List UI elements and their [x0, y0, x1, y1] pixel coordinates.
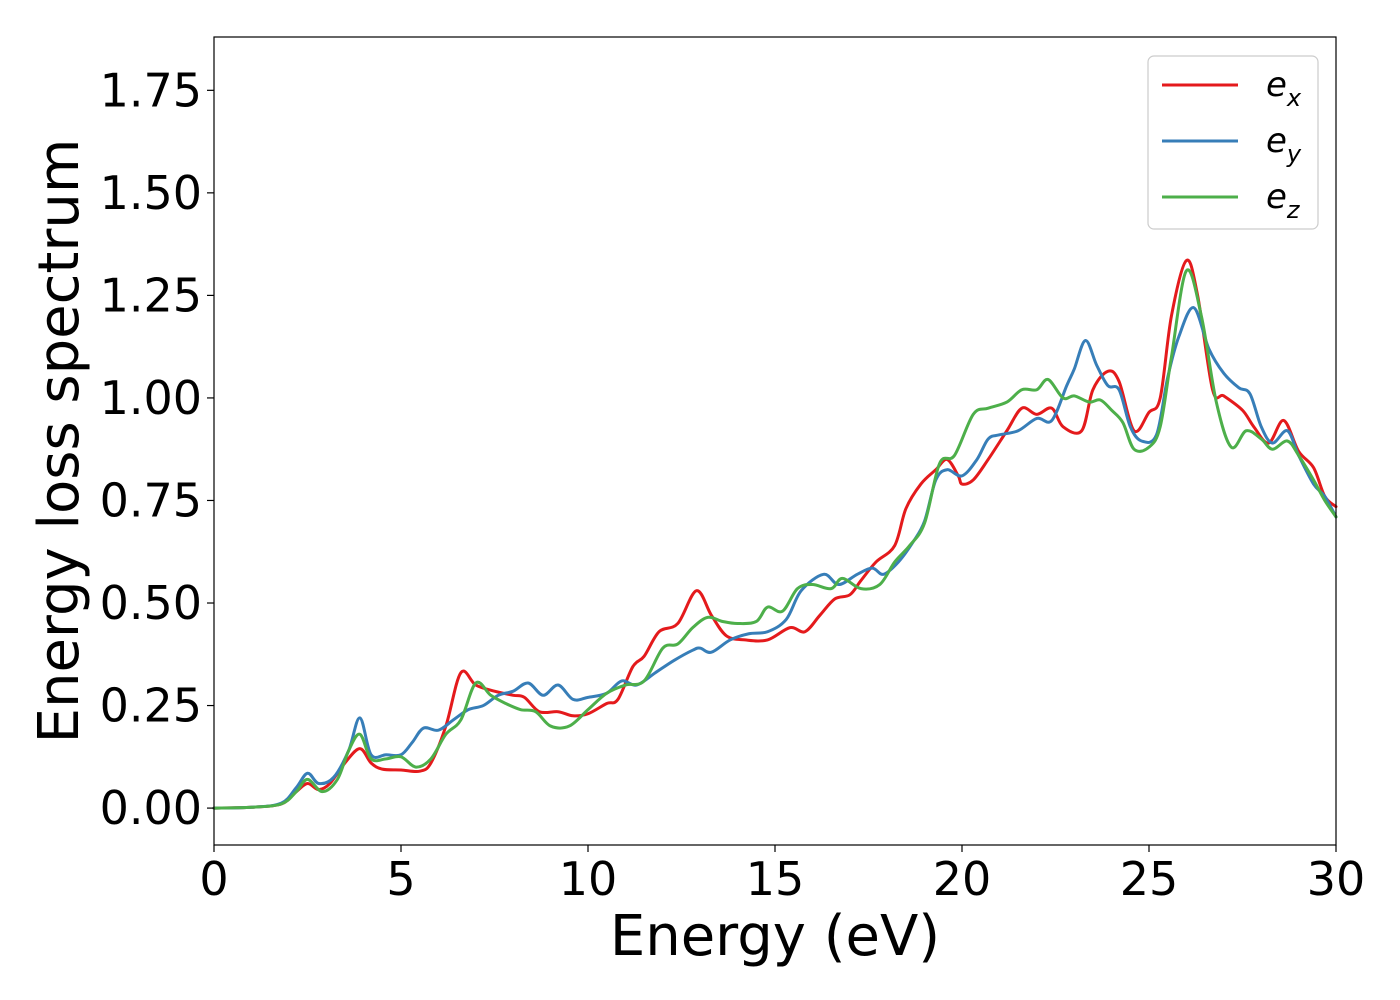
y-tick-label: 0.75 [100, 473, 202, 527]
legend-label-subscript: y [1286, 140, 1302, 168]
y-tick-label: 0.50 [100, 576, 202, 630]
legend-label-x: ex [1266, 65, 1302, 112]
x-axis-title: Energy (eV) [610, 904, 940, 969]
y-tick-label: 1.00 [100, 371, 202, 425]
x-tick-label: 25 [1120, 852, 1179, 906]
y-tick-label: 0.25 [100, 679, 202, 733]
legend-label-base: e [1266, 177, 1287, 217]
x-tick-label: 0 [199, 852, 228, 906]
y-tick-label: 1.25 [100, 268, 202, 322]
legend-label-subscript: x [1286, 84, 1302, 112]
x-tick-label: 10 [559, 852, 618, 906]
legend-label-z: ez [1266, 177, 1301, 224]
y-tick-label: 1.75 [100, 63, 202, 117]
legend-label-base: e [1266, 65, 1287, 105]
x-tick-label: 15 [746, 852, 805, 906]
y-tick-label: 0.00 [100, 781, 202, 835]
x-tick-label: 20 [933, 852, 992, 906]
plot-lines [212, 258, 1338, 810]
legend-label-subscript: z [1286, 196, 1301, 224]
y-axis-title: Energy loss spectrum [27, 139, 92, 744]
y-tick-label: 1.50 [100, 166, 202, 220]
y-axis: 0.00 0.25 0.50 0.75 1.00 1.25 1.50 1.75 [100, 63, 214, 835]
legend-label-y: ey [1266, 121, 1302, 168]
x-tick-label: 5 [386, 852, 415, 906]
series-line-x [212, 258, 1338, 810]
series-line-z [212, 268, 1338, 810]
x-axis: 0 5 10 15 20 25 30 [199, 845, 1365, 906]
x-tick-label: 30 [1307, 852, 1366, 906]
legend-label-base: e [1266, 121, 1287, 161]
